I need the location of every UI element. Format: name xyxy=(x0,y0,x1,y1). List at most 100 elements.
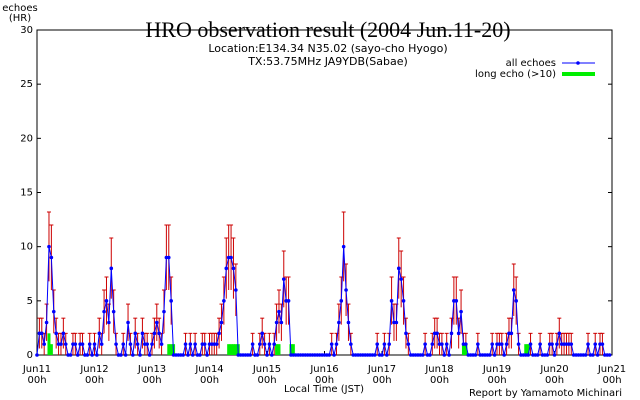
long-echo-bar xyxy=(291,344,295,355)
echo-point xyxy=(231,266,236,271)
echo-point xyxy=(583,353,588,357)
echo-point xyxy=(61,331,66,336)
long-echo-bar xyxy=(49,344,53,355)
echo-point xyxy=(406,342,411,346)
long-echo-bar xyxy=(229,344,233,355)
echo-point xyxy=(229,255,233,260)
long-echo-bar xyxy=(275,344,279,355)
echo-point xyxy=(269,353,274,357)
x-tick-label: 00h xyxy=(85,375,104,386)
echo-point xyxy=(267,342,272,346)
x-tick-label: 00h xyxy=(602,375,621,386)
echo-point xyxy=(428,353,432,357)
echo-point xyxy=(535,353,540,357)
echo-point xyxy=(382,342,387,346)
echo-point xyxy=(423,342,427,346)
echo-point xyxy=(107,320,111,325)
echo-point xyxy=(538,342,542,346)
echo-point xyxy=(447,353,451,357)
y-axis-label: echoes xyxy=(2,3,37,14)
echo-point xyxy=(145,342,150,346)
echo-point xyxy=(131,353,135,357)
y-tick-label: 30 xyxy=(20,25,33,36)
x-tick-label: 00h xyxy=(315,375,334,386)
x-tick-label: 00h xyxy=(430,375,449,386)
echo-point xyxy=(157,331,161,336)
echo-point xyxy=(552,353,557,357)
legend-label: all echoes xyxy=(506,58,556,69)
echo-point xyxy=(123,353,128,357)
echo-point xyxy=(262,342,267,346)
long-echo-bar xyxy=(169,344,173,355)
echo-point xyxy=(387,342,391,346)
echo-point xyxy=(384,353,389,357)
echo-point xyxy=(147,353,152,357)
y-tick-label: 10 xyxy=(20,242,33,253)
echo-point xyxy=(126,320,130,325)
echo-point xyxy=(473,353,478,357)
x-tick-label: Jun16 xyxy=(309,364,338,375)
echo-point xyxy=(435,331,439,336)
echo-point xyxy=(329,342,334,346)
echo-point xyxy=(205,353,209,357)
x-tick-label: Jun21 xyxy=(597,364,626,375)
echo-point xyxy=(121,342,126,346)
legend-swatch xyxy=(562,72,595,76)
echo-point xyxy=(286,299,291,303)
y-axis-label: (HR) xyxy=(9,13,31,24)
echo-point xyxy=(193,342,197,346)
echo-point xyxy=(332,353,336,357)
echo-point xyxy=(396,266,401,271)
echo-point xyxy=(528,342,533,346)
echo-point xyxy=(190,353,195,357)
y-tick-label: 5 xyxy=(27,296,33,307)
echo-point xyxy=(442,353,447,357)
x-tick-label: 00h xyxy=(487,375,506,386)
x-tick-label: 00h xyxy=(142,375,161,386)
long-echo-bar xyxy=(47,333,51,355)
echo-point xyxy=(114,342,118,346)
echo-point xyxy=(260,331,265,336)
subtitle: TX:53.75MHz JA9YDB(Sabae) xyxy=(247,55,408,68)
x-tick-label: Jun11 xyxy=(22,364,51,375)
echo-point xyxy=(258,342,262,346)
echo-point xyxy=(224,266,229,271)
echo-point xyxy=(255,353,260,357)
long-echo-bar xyxy=(231,344,235,355)
echo-point xyxy=(42,342,46,346)
echo-point xyxy=(444,342,449,346)
echo-point xyxy=(401,299,406,303)
echo-point xyxy=(44,320,49,325)
x-tick-label: 00h xyxy=(200,375,219,386)
echo-point xyxy=(162,309,166,314)
echo-point xyxy=(593,342,598,346)
echo-point xyxy=(265,353,269,357)
echo-point xyxy=(183,342,188,346)
long-echo-bar xyxy=(167,344,171,355)
echo-point xyxy=(281,277,286,281)
x-tick-label: Jun20 xyxy=(539,364,568,375)
long-echo-bar xyxy=(526,344,530,355)
echo-point xyxy=(440,342,444,346)
echo-point xyxy=(159,342,164,346)
echo-point xyxy=(420,353,425,357)
echo-point xyxy=(327,353,332,357)
echo-point xyxy=(49,255,54,260)
echo-point xyxy=(35,353,39,357)
echo-point xyxy=(600,342,605,346)
echo-point xyxy=(586,342,590,346)
echo-point xyxy=(277,309,281,314)
long-echo-bar xyxy=(227,344,231,355)
long-echo-bar xyxy=(464,344,468,355)
echo-point xyxy=(214,342,219,346)
echo-point xyxy=(272,342,276,346)
echo-point xyxy=(140,331,145,336)
y-tick-label: 20 xyxy=(20,133,33,144)
echo-point xyxy=(430,342,435,346)
echo-point xyxy=(516,342,521,346)
echo-point xyxy=(138,353,142,357)
echo-point xyxy=(234,288,238,292)
echo-point xyxy=(150,342,154,346)
echo-point xyxy=(499,342,504,346)
x-axis-label: Local Time (JST) xyxy=(284,384,364,395)
